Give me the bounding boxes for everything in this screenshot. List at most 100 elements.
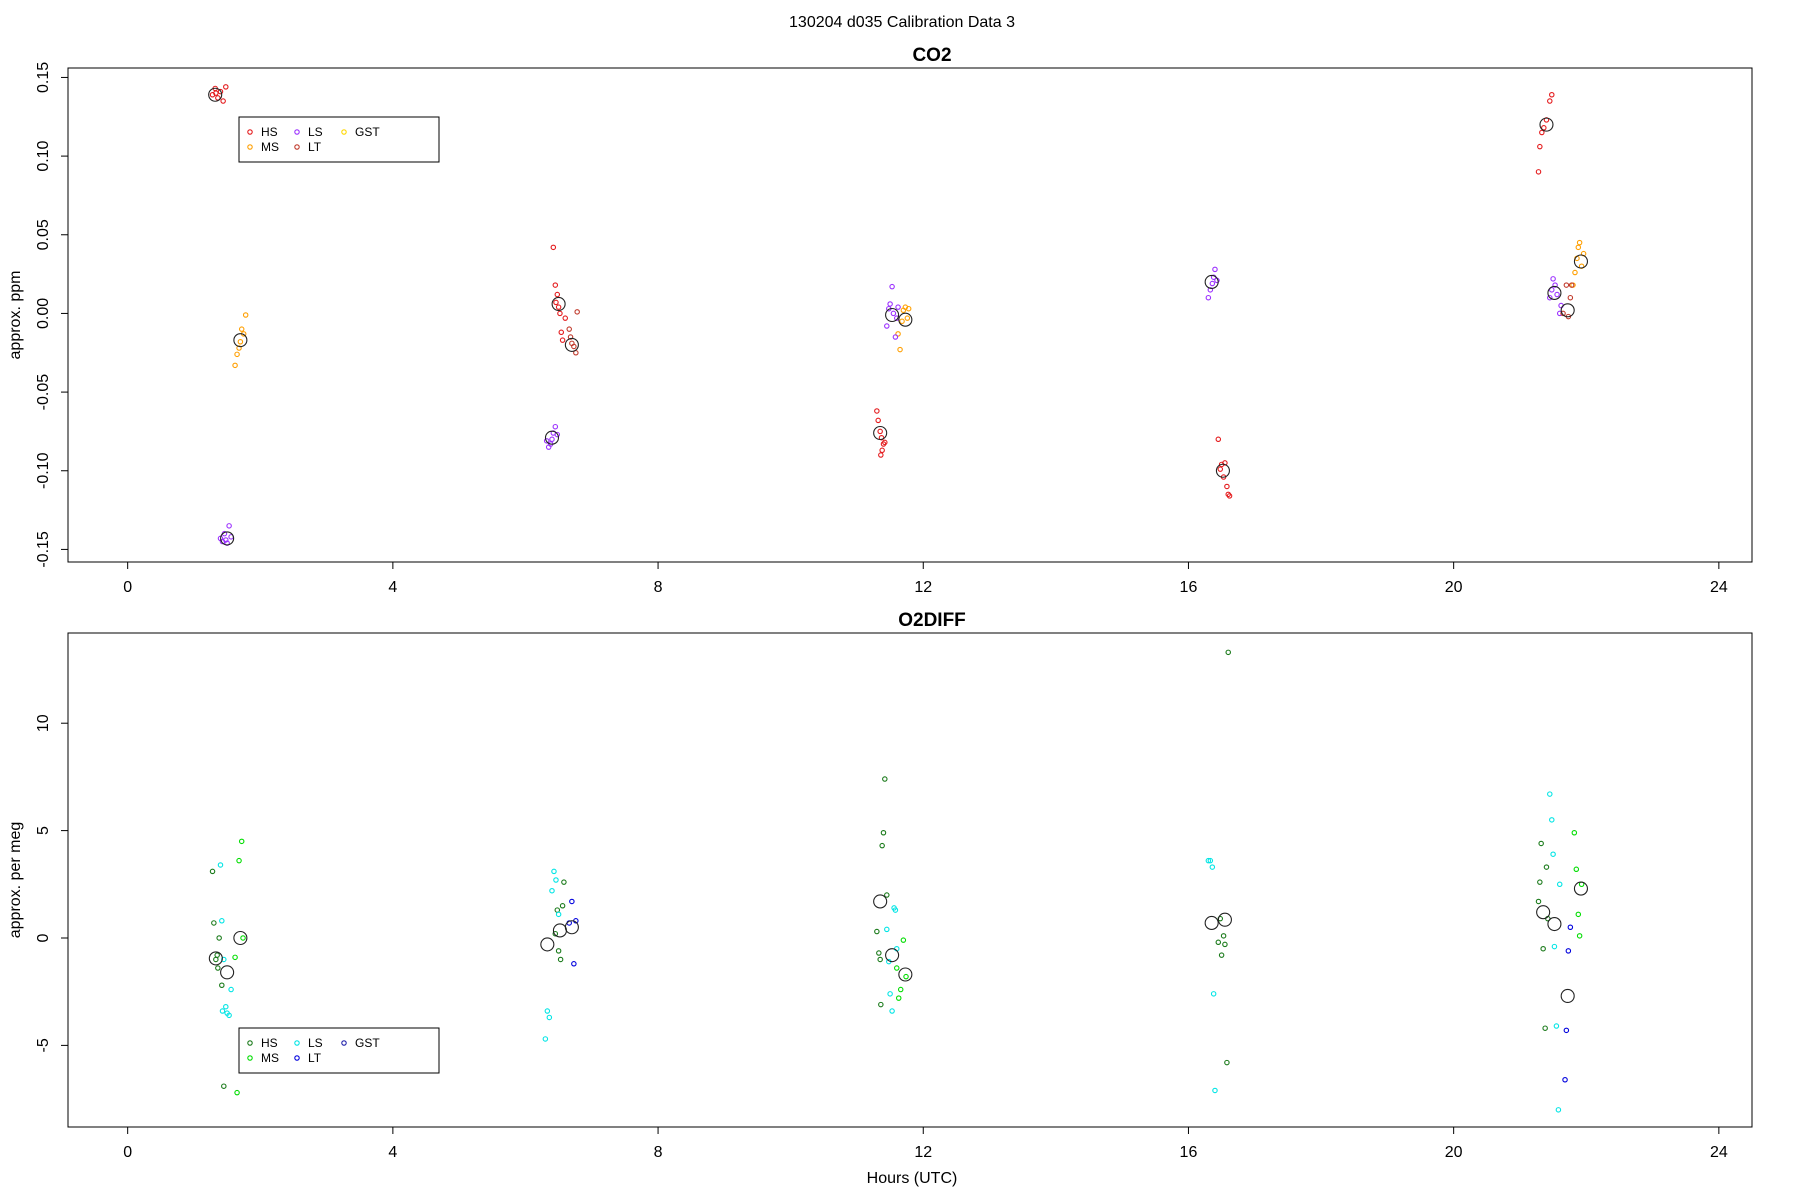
data-point [555,304,562,310]
x-tick-label: 8 [654,1144,663,1161]
data-point [555,948,562,954]
y-tick-label: 0.10 [35,140,52,171]
data-point [223,537,229,543]
mean-point [873,894,888,909]
legend-box [238,1027,440,1074]
data-point [571,343,577,350]
o2diff-panel: O2DIFF 0 4 8 12 16 20 24 -5 0 5 10 approx. per meg Ho… [7,610,1753,1187]
data-point [1565,948,1572,954]
series-lt [566,282,1575,356]
data-point [904,315,911,321]
mean-point [1215,463,1230,478]
data-point [544,1008,551,1014]
data-point [542,1036,549,1042]
data-point [1207,287,1214,293]
data-point [1575,911,1582,918]
data-point [874,928,880,935]
data-point [236,345,242,351]
data-point [554,291,561,298]
x-axis-label: Hours (UTC) [867,1170,958,1187]
data-point [1537,143,1543,150]
legend-swatch [341,129,347,135]
data-point [1207,857,1214,864]
data-point [214,952,220,958]
legend-label-ls: LS [308,1036,323,1050]
mean-point [1547,285,1562,301]
x-tick-label: 20 [1445,579,1463,596]
data-point [1218,952,1225,958]
data-point [1547,98,1553,104]
data-point [877,428,883,435]
data-point [1224,483,1230,490]
data-point [1540,945,1546,952]
y-tick-label: 0 [35,933,52,942]
data-point [1539,129,1545,136]
data-point [882,439,888,446]
data-point [1205,857,1212,864]
data-point [217,862,224,868]
data-point [1563,282,1570,288]
y-axis: -0.15 -0.10 -0.05 0.00 0.05 0.10 0.15 [35,62,69,568]
data-point [221,956,227,963]
mean-point [1560,303,1575,318]
data-point [1209,864,1216,870]
data-point [1538,840,1544,847]
data-point [554,431,561,438]
x-tick-label: 24 [1710,579,1728,596]
y-tick-label: 0.15 [35,62,52,93]
x-axis: 0 4 8 12 16 20 24 [123,561,1728,596]
data-point [561,879,567,885]
y-axis-label: approx. ppm [7,271,24,360]
data-point [221,1083,227,1089]
data-point [1537,879,1543,885]
panel-title: CO2 [912,45,951,66]
y-tick-label: -0.15 [35,531,52,568]
data-point [546,1014,553,1021]
data-point [882,776,888,782]
data-point [1567,294,1574,301]
data-point [1562,1076,1568,1083]
data-point [876,950,882,956]
data-point [217,88,224,95]
data-point [213,956,219,963]
legend-swatch [294,129,300,135]
data-point [226,1012,232,1019]
series-lt [566,898,1574,1083]
data-point [1212,266,1218,273]
data-point [1535,898,1542,905]
data-point [1547,294,1553,301]
x-tick-label: 0 [123,579,132,596]
panel-title: O2DIFF [898,610,966,631]
data-point [1549,817,1555,823]
x-tick-label: 0 [123,1144,132,1161]
data-point [574,309,580,315]
data-point [219,982,225,988]
legend-label-ls: LS [308,125,323,139]
data-point [893,965,900,971]
data-point [875,417,881,424]
data-point [1554,291,1560,298]
data-point [1575,244,1582,251]
data-point [242,312,249,318]
data-point [567,334,574,340]
data-point [887,301,893,307]
data-point [899,318,905,325]
data-point [219,1008,226,1014]
data-point [215,965,221,971]
y-tick-label: -5 [35,1038,52,1052]
x-tick-label: 4 [388,579,397,596]
data-point [900,937,907,943]
data-point [1217,466,1224,472]
data-point [232,954,238,961]
data-point [228,986,234,993]
data-point [211,920,217,926]
data-point [236,857,242,864]
data-point [879,447,885,454]
mean-point [564,920,579,935]
mean-point [898,312,913,327]
data-point [1205,294,1212,301]
data-point [549,887,555,894]
data-point [897,346,903,353]
data-point [1563,1027,1570,1034]
